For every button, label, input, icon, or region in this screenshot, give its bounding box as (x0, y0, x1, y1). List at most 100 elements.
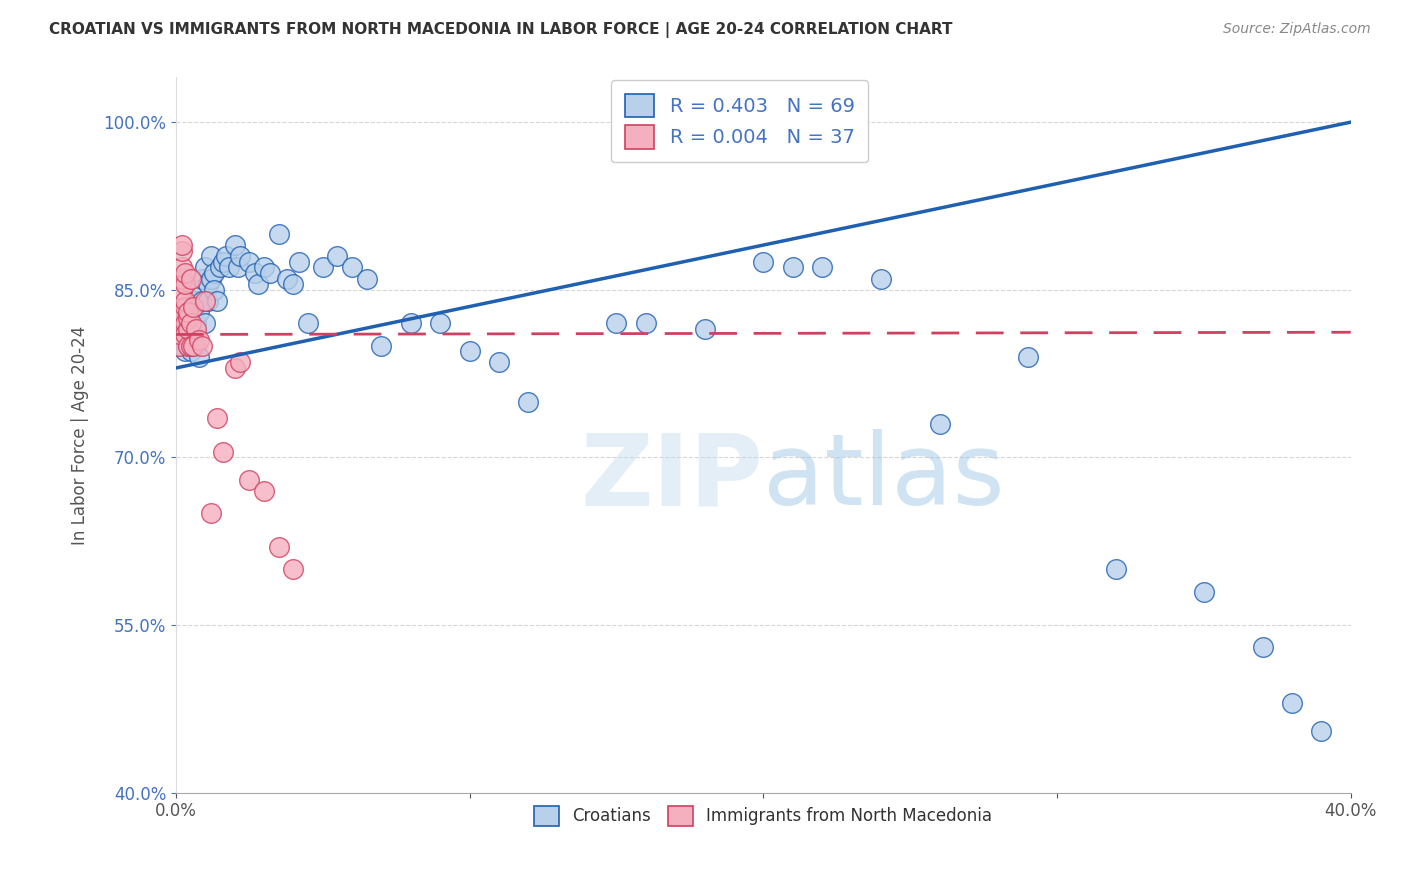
Point (170, 305, 193, 319)
Point (752, 255, 775, 269)
Point (928, 417, 950, 431)
Point (170, 238, 193, 252)
Point (173, 327, 195, 342)
Point (517, 394, 540, 409)
Point (173, 344, 195, 359)
Text: ZIP: ZIP (581, 429, 763, 526)
Point (180, 338, 202, 352)
Point (276, 271, 298, 285)
Point (180, 316, 202, 330)
Point (176, 316, 198, 330)
Point (399, 316, 422, 330)
Point (253, 260, 276, 275)
Point (186, 293, 208, 308)
Point (267, 540, 290, 554)
Y-axis label: In Labor Force | Age 20-24: In Labor Force | Age 20-24 (72, 326, 89, 545)
Point (1017, 350, 1039, 364)
Point (1281, 696, 1303, 710)
Point (170, 244, 193, 258)
Point (188, 305, 211, 319)
Point (170, 316, 193, 330)
Point (1251, 640, 1274, 655)
Legend: Croatians, Immigrants from North Macedonia: Croatians, Immigrants from North Macedon… (526, 797, 1001, 834)
Point (356, 271, 378, 285)
Point (176, 338, 198, 352)
Point (283, 277, 305, 292)
Point (238, 473, 260, 487)
Point (183, 305, 205, 319)
Point (229, 249, 252, 263)
Point (326, 249, 349, 263)
Point (183, 300, 205, 314)
Point (782, 260, 804, 275)
Point (202, 266, 225, 280)
Point (191, 293, 214, 308)
Point (186, 316, 208, 330)
Point (200, 506, 222, 520)
Point (173, 293, 195, 308)
Point (226, 260, 249, 275)
Point (288, 255, 311, 269)
Point (176, 305, 198, 319)
Point (267, 227, 290, 241)
Point (224, 238, 246, 252)
Point (170, 283, 193, 297)
Point (312, 260, 335, 275)
Point (811, 260, 834, 275)
Point (197, 293, 219, 308)
Point (458, 344, 481, 359)
Point (188, 283, 211, 297)
Point (173, 266, 195, 280)
Point (429, 316, 451, 330)
Point (211, 445, 233, 459)
Point (183, 338, 205, 352)
Point (205, 293, 228, 308)
Point (167, 327, 190, 342)
Point (173, 316, 195, 330)
Point (634, 316, 657, 330)
Point (211, 255, 233, 269)
Text: Source: ZipAtlas.com: Source: ZipAtlas.com (1223, 22, 1371, 37)
Point (188, 350, 211, 364)
Point (176, 310, 198, 325)
Point (173, 327, 195, 342)
Point (173, 300, 195, 314)
Point (170, 260, 193, 275)
Point (186, 338, 208, 352)
Point (605, 316, 627, 330)
Point (205, 411, 228, 425)
Point (215, 249, 238, 263)
Point (243, 266, 266, 280)
Point (869, 271, 891, 285)
Point (180, 271, 202, 285)
Point (370, 338, 392, 352)
Point (208, 260, 231, 275)
Point (176, 322, 198, 336)
Text: CROATIAN VS IMMIGRANTS FROM NORTH MACEDONIA IN LABOR FORCE | AGE 20-24 CORRELATI: CROATIAN VS IMMIGRANTS FROM NORTH MACEDO… (49, 22, 953, 38)
Text: atlas: atlas (763, 429, 1005, 526)
Point (224, 361, 246, 376)
Point (259, 266, 281, 280)
Point (297, 316, 319, 330)
Point (238, 255, 260, 269)
Point (183, 322, 205, 336)
Point (218, 260, 240, 275)
Point (170, 333, 193, 347)
Point (247, 277, 270, 292)
Point (202, 283, 225, 297)
Point (191, 338, 214, 352)
Point (167, 338, 190, 352)
Point (693, 322, 716, 336)
Point (194, 260, 217, 275)
Point (197, 277, 219, 292)
Point (186, 322, 208, 336)
Point (173, 277, 195, 292)
Point (340, 260, 363, 275)
Point (488, 355, 510, 369)
Point (167, 338, 190, 352)
Point (194, 316, 217, 330)
Point (283, 562, 305, 576)
Point (229, 355, 252, 369)
Point (194, 293, 217, 308)
Point (170, 271, 193, 285)
